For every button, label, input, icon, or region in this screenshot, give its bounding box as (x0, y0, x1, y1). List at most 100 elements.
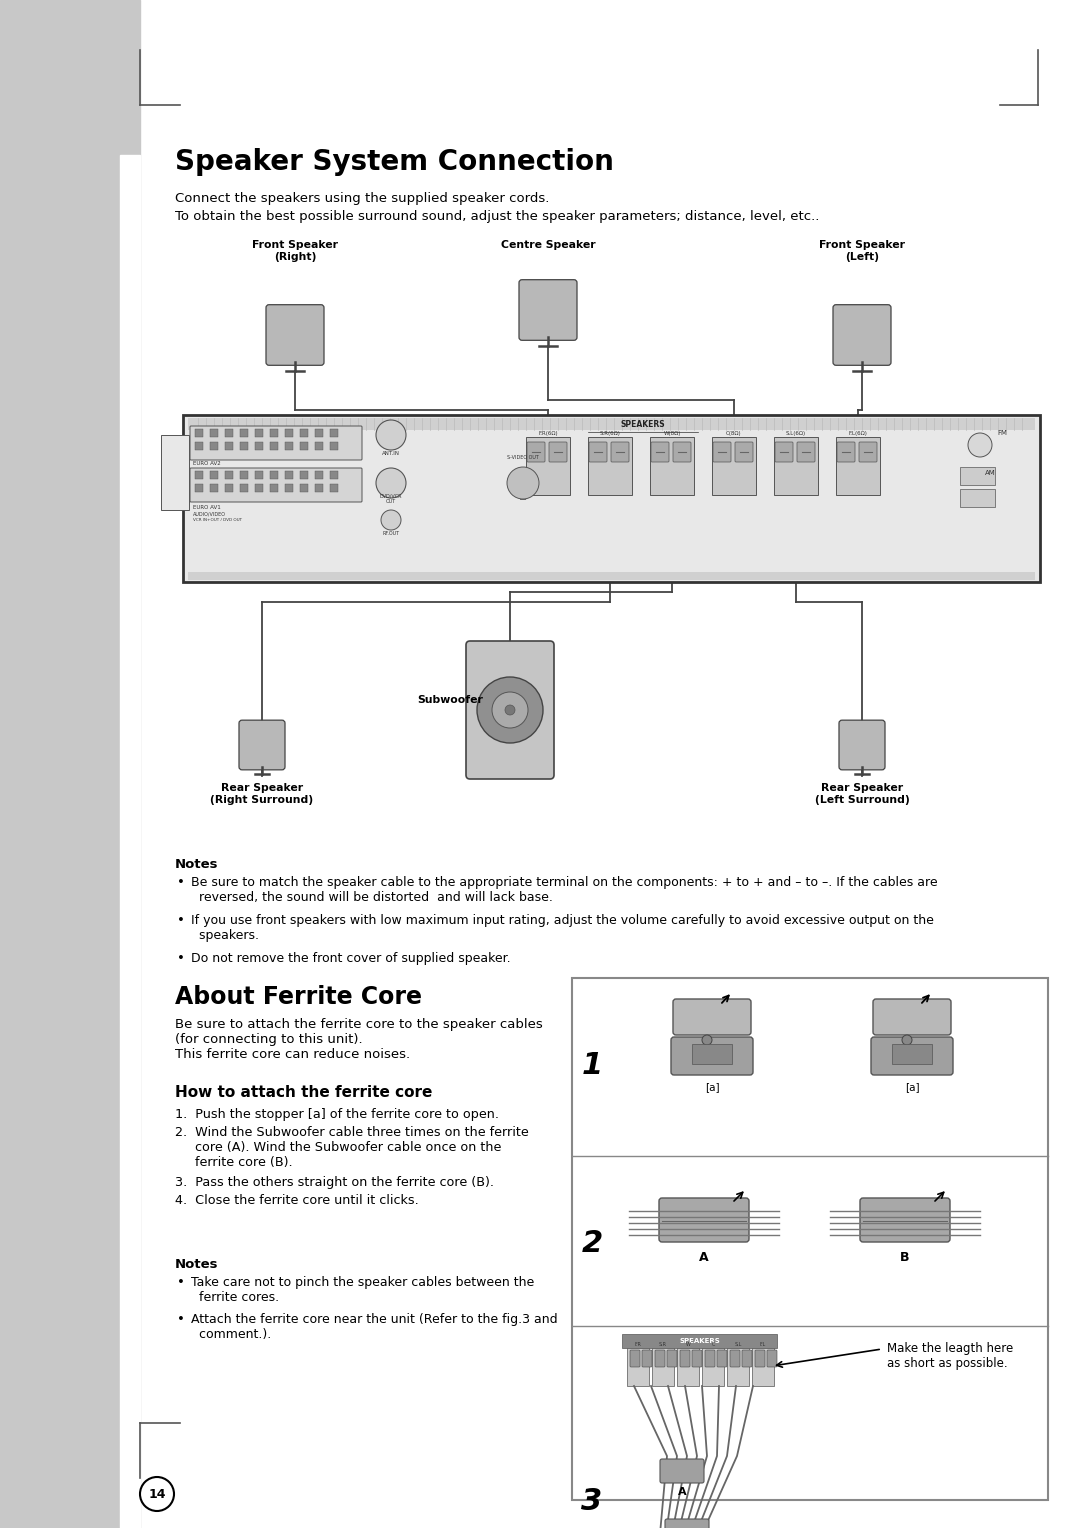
Circle shape (376, 420, 406, 451)
Bar (300, 429, 308, 437)
Text: [a]: [a] (905, 1082, 919, 1093)
Text: •: • (177, 876, 185, 889)
Bar (120, 154, 140, 1528)
Bar (210, 471, 218, 478)
Bar (330, 442, 338, 451)
FancyBboxPatch shape (665, 1519, 708, 1528)
Circle shape (702, 1034, 712, 1045)
Text: Front Speaker
(Right): Front Speaker (Right) (252, 240, 338, 261)
Text: RF.OUT: RF.OUT (382, 532, 400, 536)
Bar (161, 435, 189, 510)
Bar (960, 489, 995, 507)
FancyBboxPatch shape (630, 1351, 640, 1368)
Circle shape (477, 677, 543, 743)
FancyBboxPatch shape (611, 442, 629, 461)
FancyBboxPatch shape (713, 442, 731, 461)
FancyBboxPatch shape (266, 304, 324, 365)
FancyBboxPatch shape (519, 280, 577, 341)
Text: F.L: F.L (760, 1342, 766, 1348)
Text: Take care not to pinch the speaker cables between the
  ferrite cores.: Take care not to pinch the speaker cable… (191, 1276, 535, 1303)
FancyBboxPatch shape (190, 426, 362, 460)
Bar (270, 429, 278, 437)
Text: Rear Speaker
(Left Surround): Rear Speaker (Left Surround) (814, 782, 909, 805)
Text: VCR IN+OUT / DVD OUT: VCR IN+OUT / DVD OUT (193, 518, 242, 523)
Text: S.R: S.R (659, 1342, 667, 1348)
Bar (210, 429, 218, 437)
Bar (255, 484, 264, 492)
Bar (225, 471, 233, 478)
Text: 14: 14 (148, 1487, 165, 1500)
Text: Centre Speaker: Centre Speaker (501, 240, 595, 251)
Circle shape (902, 1034, 912, 1045)
Bar (255, 442, 264, 451)
Circle shape (376, 468, 406, 498)
Bar (702, 1348, 724, 1386)
Bar (572, 978, 1048, 1500)
Bar (712, 437, 756, 495)
Bar (195, 429, 203, 437)
Text: Speaker System Connection: Speaker System Connection (175, 148, 613, 176)
Bar (315, 471, 323, 478)
Bar (300, 484, 308, 492)
Text: 4.  Close the ferrite core until it clicks.: 4. Close the ferrite core until it click… (175, 1193, 419, 1207)
Circle shape (507, 468, 539, 500)
Text: S.L(6Ω): S.L(6Ω) (786, 431, 806, 435)
Text: 3.  Pass the others straight on the ferrite core (B).: 3. Pass the others straight on the ferri… (175, 1177, 494, 1189)
Text: Attach the ferrite core near the unit (Refer to the fig.3 and
  comment.).: Attach the ferrite core near the unit (R… (191, 1313, 557, 1342)
Bar (892, 1044, 932, 1063)
FancyBboxPatch shape (735, 442, 753, 461)
Text: F.R(6Ω): F.R(6Ω) (538, 431, 557, 435)
Text: SPEAKERS: SPEAKERS (679, 1339, 720, 1345)
FancyBboxPatch shape (775, 442, 793, 461)
Bar (270, 442, 278, 451)
Text: 3: 3 (581, 1487, 603, 1516)
Text: How to attach the ferrite core: How to attach the ferrite core (175, 1085, 432, 1100)
Circle shape (505, 704, 515, 715)
FancyBboxPatch shape (717, 1351, 727, 1368)
FancyBboxPatch shape (767, 1351, 777, 1368)
Bar (285, 442, 293, 451)
Bar (627, 1348, 649, 1386)
Text: −: − (518, 495, 527, 504)
Bar (315, 484, 323, 492)
Bar (315, 442, 323, 451)
Bar (188, 419, 1035, 429)
FancyBboxPatch shape (589, 442, 607, 461)
Bar (727, 1348, 750, 1386)
Text: Do not remove the front cover of supplied speaker.: Do not remove the front cover of supplie… (191, 952, 511, 966)
Bar (330, 429, 338, 437)
FancyBboxPatch shape (659, 1198, 750, 1242)
Text: If you use front speakers with low maximum input rating, adjust the volume caref: If you use front speakers with low maxim… (191, 914, 934, 941)
Text: 1.  Push the stopper [a] of the ferrite core to open.: 1. Push the stopper [a] of the ferrite c… (175, 1108, 499, 1122)
Bar (330, 484, 338, 492)
FancyBboxPatch shape (755, 1351, 765, 1368)
FancyBboxPatch shape (797, 442, 815, 461)
Bar (692, 1044, 732, 1063)
Circle shape (381, 510, 401, 530)
Bar (240, 429, 248, 437)
Text: S.L: S.L (734, 1342, 742, 1348)
FancyBboxPatch shape (680, 1351, 690, 1368)
Text: S.R(6Ω): S.R(6Ω) (599, 431, 620, 435)
Bar (0, 0, 140, 1528)
FancyBboxPatch shape (870, 1038, 953, 1076)
Text: Connect the speakers using the supplied speaker cords.: Connect the speakers using the supplied … (175, 193, 550, 205)
Text: Subwoofer: Subwoofer (417, 695, 483, 704)
FancyBboxPatch shape (239, 720, 285, 770)
FancyBboxPatch shape (730, 1351, 740, 1368)
Text: AUDIO/VIDEO: AUDIO/VIDEO (193, 512, 226, 516)
Text: •: • (177, 1313, 185, 1326)
Circle shape (968, 432, 993, 457)
FancyBboxPatch shape (671, 1038, 753, 1076)
Bar (650, 437, 694, 495)
FancyBboxPatch shape (860, 1198, 950, 1242)
Text: A: A (677, 1487, 686, 1497)
Bar (270, 484, 278, 492)
Bar (240, 442, 248, 451)
Bar (315, 429, 323, 437)
Bar (285, 429, 293, 437)
Bar (622, 1334, 777, 1348)
FancyBboxPatch shape (190, 468, 362, 503)
Text: 2.  Wind the Subwoofer cable three times on the ferrite
     core (A). Wind the : 2. Wind the Subwoofer cable three times … (175, 1126, 529, 1169)
FancyBboxPatch shape (673, 442, 691, 461)
